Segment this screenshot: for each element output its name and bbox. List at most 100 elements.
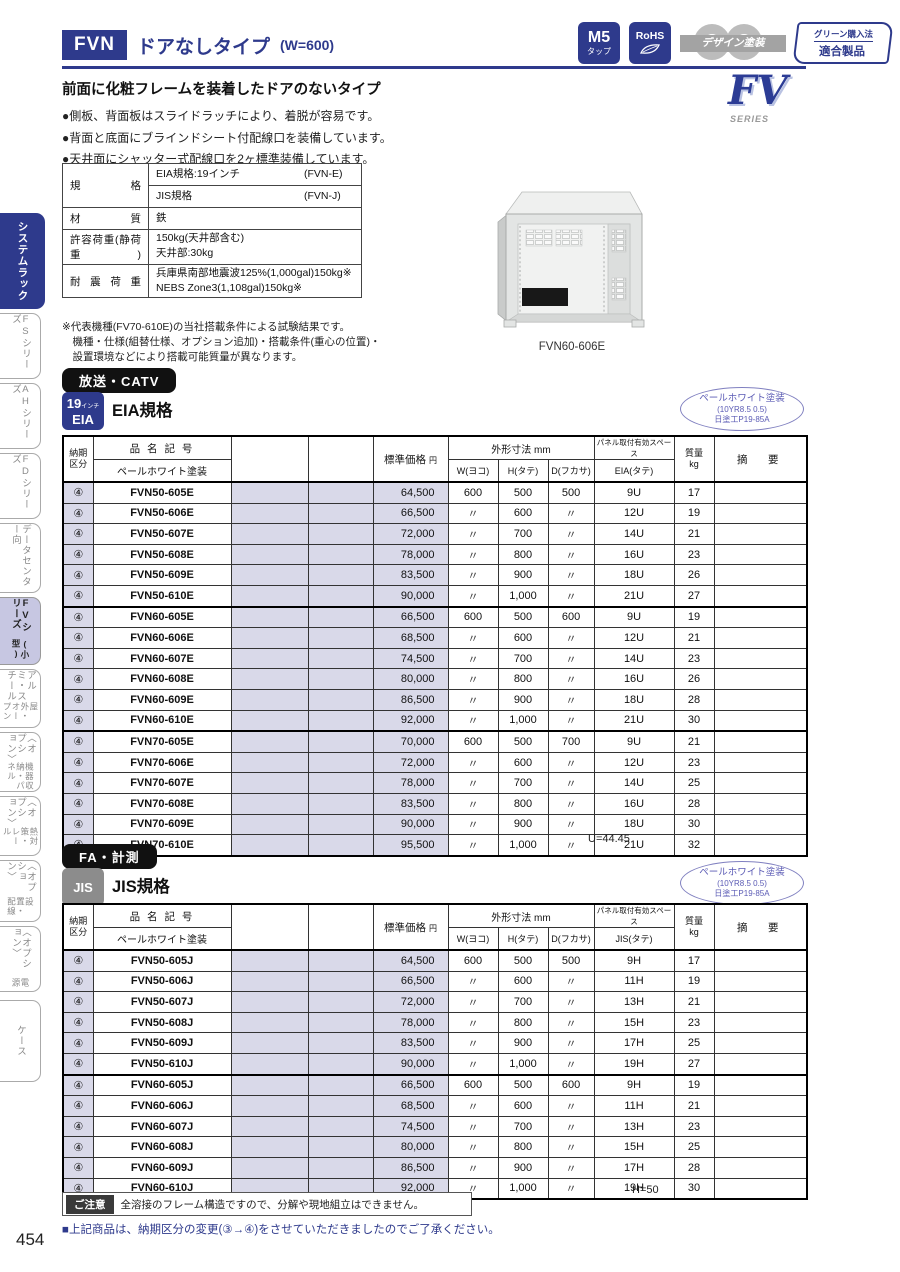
cell-depth: 〃 <box>547 1052 595 1076</box>
spec-label: 材質 <box>63 208 149 229</box>
cell-depth: 〃 <box>547 502 595 525</box>
cell-price: 86,500 <box>372 1156 449 1179</box>
cell-product-name: FVN60-609E <box>92 688 232 711</box>
cell-delivery: ④ <box>62 668 94 690</box>
cell-height: 500 <box>497 480 549 504</box>
col-header-price: 標準価格 円 <box>372 903 449 951</box>
sidebar-item-power-option[interactable]: 〈オプション〉 電源 <box>0 926 41 992</box>
cell-empty-1 <box>230 627 309 649</box>
cell-price: 92,000 <box>372 709 449 732</box>
cell-height: 900 <box>497 813 549 836</box>
cell-delivery: ④ <box>62 1011 94 1034</box>
cell-panel-space: 17H <box>593 1032 675 1054</box>
intro: 前面に化粧フレームを装着したドアのないタイプ ●側板、背面板はスライドラッチによ… <box>62 78 622 171</box>
cell-depth: 〃 <box>547 668 595 690</box>
cell-delivery: ④ <box>62 627 94 649</box>
cell-width: 〃 <box>447 564 499 586</box>
cell-weight: 28 <box>673 1156 715 1179</box>
cell-price: 64,500 <box>372 480 449 504</box>
cell-delivery: ④ <box>62 1095 94 1117</box>
sidebar-item-installation-wiring-option[interactable]: 〈オプション〉 設置・配線 <box>0 860 41 922</box>
cell-weight: 27 <box>673 1052 715 1076</box>
cell-height: 700 <box>497 772 549 794</box>
table-row: ④ FVN60-609J 86,500 〃 900 〃 17H 28 <box>62 1156 808 1179</box>
sidebar-item-thermal-rail-option[interactable]: 〈オプション〉 熱対策・レール <box>0 796 41 856</box>
eia-heading: EIA規格 <box>112 402 173 420</box>
cell-depth: 〃 <box>547 1115 595 1138</box>
cell-remarks <box>713 523 808 545</box>
col-header-w: W(ヨコ) <box>447 927 499 951</box>
cell-remarks <box>713 1095 808 1117</box>
cell-empty-1 <box>230 1011 309 1034</box>
sidebar-item-fv-series-small[interactable]: FVシリーズ (小型) <box>0 597 41 665</box>
sidebar-item-system-rack[interactable]: システムラック <box>0 213 45 309</box>
sidebar-item-fd-series[interactable]: FDシリーズ <box>0 453 41 519</box>
cell-empty-1 <box>230 1156 309 1179</box>
cell-product-name: FVN60-608E <box>92 668 232 690</box>
sidebar-item-datacenter[interactable]: データセンター向 <box>0 523 41 593</box>
cell-delivery: ④ <box>62 1052 94 1076</box>
page-title: ドアなしタイプ <box>137 36 271 58</box>
sidebar-item-alumi-steel-outdoor-open[interactable]: アルミ・スチール 屋外・オープン <box>0 669 41 728</box>
cell-product-name: FVN60-606E <box>92 627 232 649</box>
sidebar-item-fs-series[interactable]: FSシリーズ <box>0 313 41 379</box>
cell-product-name: FVN50-606J <box>92 970 232 993</box>
cell-panel-space: 12U <box>593 751 675 774</box>
cell-remarks <box>713 709 808 732</box>
cell-remarks <box>713 1136 808 1158</box>
table-row: ④ FVN50-605J 64,500 600 500 500 9H 17 <box>62 948 808 972</box>
cell-product-name: FVN50-608E <box>92 543 232 566</box>
cell-panel-space: 16U <box>593 668 675 690</box>
cell-depth: 〃 <box>547 1011 595 1034</box>
cell-width: 〃 <box>447 1115 499 1138</box>
m5-tap-badge: M5 タップ <box>578 22 620 64</box>
cell-height: 700 <box>497 991 549 1013</box>
cell-height: 1,000 <box>497 584 549 608</box>
cell-height: 500 <box>497 1073 549 1097</box>
cell-empty-1 <box>230 772 309 794</box>
cell-weight: 23 <box>673 543 715 566</box>
cell-weight: 19 <box>673 502 715 525</box>
cell-width: 〃 <box>447 751 499 774</box>
sidebar-item-label: FVシリーズ <box>10 598 31 633</box>
spec-label: 規格 <box>63 164 149 207</box>
sidebar-item-case[interactable]: ケース <box>0 1000 41 1082</box>
cell-empty-1 <box>230 543 309 566</box>
feature-item: ●天井面にシャッター式配線口を2ヶ標準装備しています。 <box>62 152 375 167</box>
cell-delivery: ④ <box>62 543 94 566</box>
cell-remarks <box>713 792 808 815</box>
jis-table-body: ④ FVN50-605J 64,500 600 500 500 9H 17 ④ FVN50-606… <box>62 948 808 1200</box>
cell-price: 83,500 <box>372 1032 449 1054</box>
cell-empty-1 <box>230 1073 309 1097</box>
cell-product-name: FVN50-610E <box>92 584 232 608</box>
table-row: ④ FVN50-605E 64,500 600 500 500 9U 17 <box>62 480 808 504</box>
cell-empty-2 <box>307 627 374 649</box>
cell-width: 〃 <box>447 523 499 545</box>
cell-height: 700 <box>497 1115 549 1138</box>
table-row: ④ FVN70-607E 78,000 〃 700 〃 14U 25 <box>62 772 808 794</box>
cell-delivery: ④ <box>62 480 94 504</box>
cell-empty-2 <box>307 751 374 774</box>
cell-height: 900 <box>497 688 549 711</box>
cell-price: 83,500 <box>372 792 449 815</box>
sidebar-item-equipment-storage-panel-option[interactable]: 〈オプション〉 機器収納・パネル <box>0 732 41 792</box>
cell-panel-space: 19H <box>593 1052 675 1076</box>
table-row: ④ FVN50-606E 66,500 〃 600 〃 12U 19 <box>62 502 808 525</box>
sidebar-item-ah-series[interactable]: AHシリーズ <box>0 383 41 449</box>
cell-price: 72,000 <box>372 991 449 1013</box>
cell-weight: 19 <box>673 970 715 993</box>
cell-empty-1 <box>230 647 309 670</box>
cell-panel-space: 18U <box>593 813 675 836</box>
green-purchase-badge: グリーン購入法 適合製品 <box>792 22 894 64</box>
cell-weight: 23 <box>673 1011 715 1034</box>
cell-weight: 30 <box>673 709 715 732</box>
cell-panel-space: 12U <box>593 627 675 649</box>
cell-empty-1 <box>230 523 309 545</box>
cell-price: 74,500 <box>372 1115 449 1138</box>
cell-weight: 26 <box>673 668 715 690</box>
table-row: ④ FVN50-609J 83,500 〃 900 〃 17H 25 <box>62 1032 808 1054</box>
table-row: ④ FVN60-609E 86,500 〃 900 〃 18U 28 <box>62 688 808 711</box>
page-number: 454 <box>16 1230 45 1249</box>
cell-depth: 〃 <box>547 709 595 732</box>
cell-empty-2 <box>307 584 374 608</box>
